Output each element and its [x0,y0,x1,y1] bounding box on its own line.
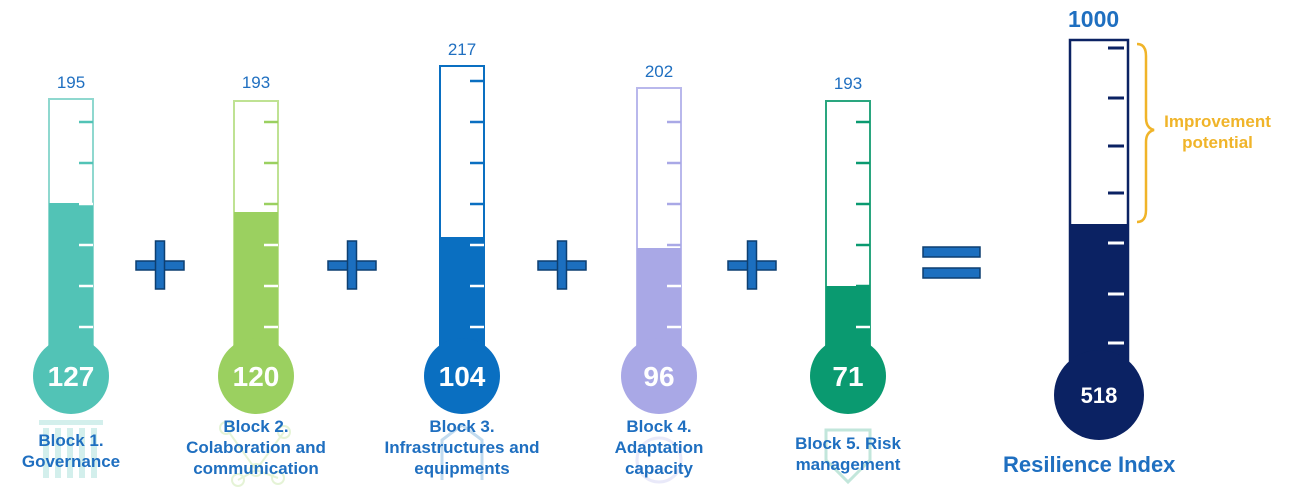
block-label-line: Infrastructures and [384,438,540,457]
block-label-line: capacity [624,459,694,478]
block-label: Block 1. Governance [0,430,171,472]
improvement-potential-label: Improvement potential [1150,111,1285,153]
improvement-line-1: Improvement [1164,112,1271,131]
resilience-max: 1000 [1068,6,1120,32]
block-label-line: Block 4. [626,417,692,436]
shield-icon [824,428,872,485]
thermometer-fill [234,212,278,355]
block-max-value: 193 [833,74,863,93]
block-label: Block 2. Colaboration and communication [156,416,356,479]
block-max-value: 217 [447,40,477,59]
adaptation-icon [635,436,683,484]
thermometer-block-5: 71 [810,100,886,485]
thermometer-fill [49,203,93,355]
improvement-bracket [1136,42,1155,224]
thermometer-block-4: 96 [621,87,697,484]
thermometer-bulb [424,338,500,414]
thermometer-block-3: 104 [424,65,500,480]
plus-operator [135,240,185,290]
block-max-value: 195 [56,73,86,92]
block-max-value: 202 [644,62,674,81]
block-label: Block 4. Adaptation capacity [559,416,759,479]
equals-operator [922,246,981,279]
plus-operator [537,240,587,290]
thermometer-fill [440,237,484,355]
thermometer-bulb [33,338,109,414]
block-label-line: Block 5. Risk [795,434,901,453]
block-score: 120 [233,361,280,392]
thermometer-fill [637,248,681,355]
block-label-line: Governance [21,452,121,471]
block-label: Block 5. Risk management [748,433,948,475]
resilience-title: Resilience Index [1003,452,1176,477]
block-label-line: management [795,455,901,474]
thermometer-block-1: 127 [33,98,109,478]
block-score: 71 [832,361,863,392]
infrastructure-icon [440,423,484,480]
thermometer-block-2: 120 [218,100,294,487]
block-label-line: Block 1. [38,431,104,450]
resilience-thermometer: 518 [1054,38,1155,440]
block-max-value: 193 [241,73,271,92]
block-score: 104 [439,361,486,392]
block-label-line: Block 2. [223,417,289,436]
improvement-line-2: potential [1182,133,1253,152]
thermometer-bulb [621,338,697,414]
network-icon [219,421,291,487]
block-label-line: Block 3. [429,417,495,436]
block-label-line: communication [193,459,319,478]
building-columns-icon [39,420,103,478]
block-score: 96 [643,361,674,392]
block-label: Block 3. Infrastructures and equipments [362,416,562,479]
block-label-line: equipments [414,459,510,478]
block-score: 127 [48,361,95,392]
block-label-line: Colaboration and [186,438,326,457]
plus-operator [327,240,377,290]
resilience-score: 518 [1081,383,1118,408]
block-label-line: Adaptation [614,438,704,457]
thermometer-bulb [218,338,294,414]
thermometer-bulb [810,338,886,414]
resilience-bulb [1054,350,1144,440]
plus-operator [727,240,777,290]
